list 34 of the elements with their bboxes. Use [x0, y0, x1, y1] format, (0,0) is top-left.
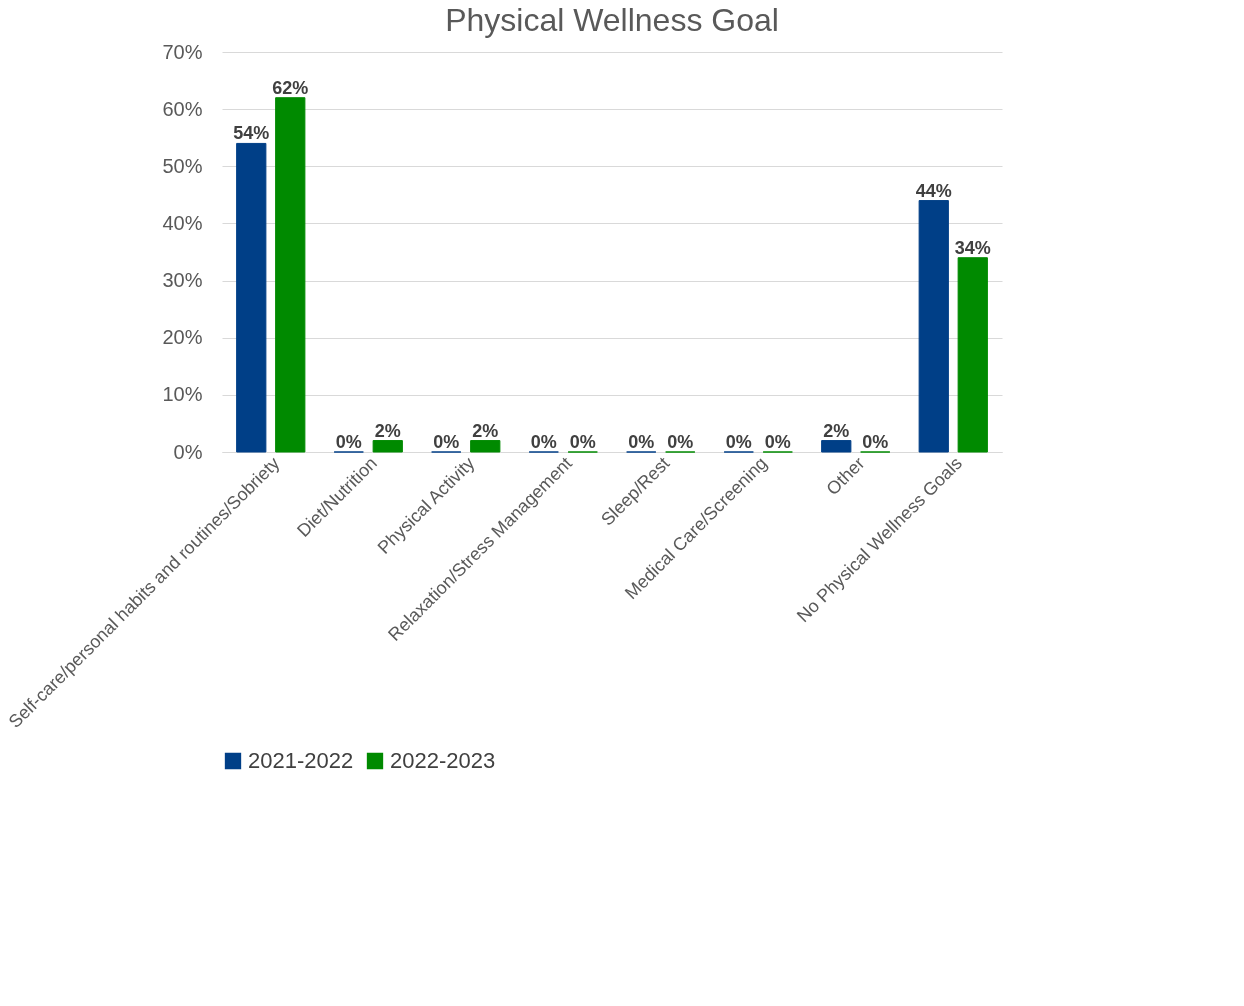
data-label: 44% — [915, 180, 952, 201]
data-label: 0% — [569, 432, 596, 452]
bar — [372, 440, 403, 453]
data-label: 2% — [823, 420, 850, 441]
data-label: 34% — [954, 237, 991, 258]
data-label: 0% — [530, 432, 557, 452]
bar — [470, 440, 501, 453]
data-label: 0% — [764, 432, 791, 452]
legend-label: 2021-2022 — [248, 748, 354, 773]
data-label: 0% — [433, 432, 460, 452]
data-label: 0% — [628, 432, 655, 452]
bar — [821, 440, 852, 453]
data-label: 0% — [667, 432, 694, 452]
y-tick-label: 30% — [162, 269, 203, 292]
y-tick-label: 10% — [162, 383, 203, 406]
y-tick-label: 60% — [162, 97, 203, 120]
y-tick-label: 40% — [162, 211, 203, 234]
y-tick-label: 20% — [162, 326, 203, 349]
y-tick-label: 50% — [162, 154, 203, 177]
data-label: 0% — [335, 432, 362, 452]
chart-title: Physical Wellness Goal — [445, 2, 779, 38]
bar — [957, 257, 988, 453]
y-tick-label: 0% — [173, 440, 203, 463]
bar — [236, 142, 267, 453]
data-label: 54% — [233, 123, 270, 144]
y-tick-label: 70% — [162, 40, 203, 63]
data-label: 0% — [862, 432, 889, 452]
data-label: 2% — [374, 420, 401, 441]
legend-label: 2022-2023 — [390, 748, 496, 773]
data-label: 0% — [725, 432, 752, 452]
bar — [275, 97, 306, 453]
data-label: 2% — [472, 420, 499, 441]
data-label: 62% — [272, 77, 309, 98]
bar — [918, 200, 949, 453]
